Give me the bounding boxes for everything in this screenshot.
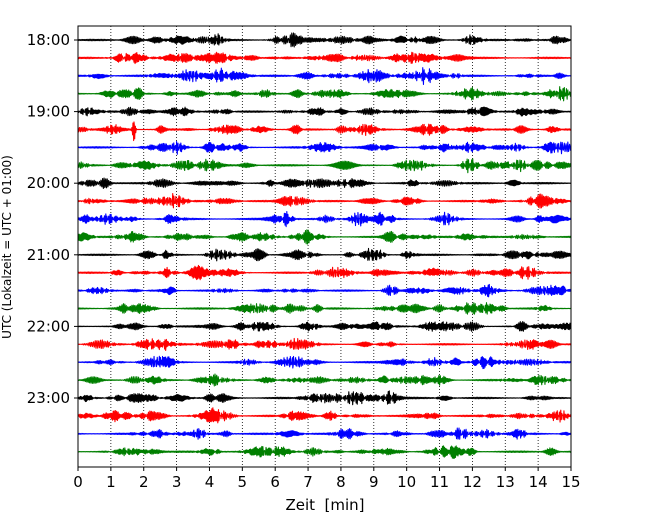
trace-line	[77, 86, 572, 102]
x-tick-label: 3	[172, 473, 182, 491]
x-tick-label: 5	[238, 473, 248, 491]
y-tick-label: 18:00	[27, 31, 70, 49]
y-tick-label: 19:00	[27, 103, 70, 121]
trace-line	[77, 67, 572, 85]
y-tick-label: 21:00	[27, 246, 70, 264]
x-tick-label: 13	[496, 473, 515, 491]
trace-line	[77, 264, 572, 281]
x-tick-label: 6	[270, 473, 280, 491]
trace-line	[77, 427, 572, 440]
y-tick-label: 23:00	[27, 389, 70, 407]
trace-line	[77, 229, 572, 245]
trace-line	[77, 373, 572, 387]
x-tick-label: 14	[529, 473, 548, 491]
plot-frame	[77, 25, 572, 468]
trace-line	[77, 283, 572, 298]
y-axis-label: UTC (Lokalzeit = UTC + 01:00)	[0, 155, 14, 339]
trace-line	[77, 121, 572, 142]
x-axis-ticks: 0 1 2 3 4 5 6 7 8 9 10 11 12 13 14 15	[73, 467, 581, 491]
trace-line	[77, 177, 572, 189]
x-tick-label: 9	[369, 473, 379, 491]
x-tick-label: 7	[303, 473, 313, 491]
trace-line	[77, 302, 572, 315]
traces	[77, 32, 572, 459]
x-axis-label: Zeit [min]	[285, 496, 364, 514]
x-tick-label: 1	[106, 473, 116, 491]
trace-line	[77, 32, 572, 48]
y-tick-label: 22:00	[27, 317, 70, 335]
trace-line	[77, 320, 572, 332]
trace-line	[77, 247, 572, 262]
x-tick-label: 10	[397, 473, 416, 491]
x-tick-label: 15	[561, 473, 580, 491]
trace-line	[77, 407, 572, 424]
trace-line	[77, 51, 572, 65]
trace-line	[77, 337, 572, 352]
trace-line	[77, 106, 572, 117]
trace-line	[77, 211, 572, 228]
x-tick-label: 11	[430, 473, 449, 491]
x-tick-label: 2	[139, 473, 149, 491]
trace-line	[77, 158, 572, 174]
trace-line	[77, 141, 572, 155]
y-axis-ticks: 18:00 19:00 20:00 21:00 22:00 23:00	[27, 31, 78, 407]
x-tick-label: 8	[336, 473, 346, 491]
x-tick-label: 4	[205, 473, 215, 491]
trace-line	[77, 390, 572, 406]
x-tick-label: 12	[463, 473, 482, 491]
y-tick-label: 20:00	[27, 174, 70, 192]
trace-line	[77, 445, 572, 459]
x-tick-label: 0	[73, 473, 83, 491]
trace-line	[77, 355, 572, 370]
trace-line	[77, 192, 572, 209]
